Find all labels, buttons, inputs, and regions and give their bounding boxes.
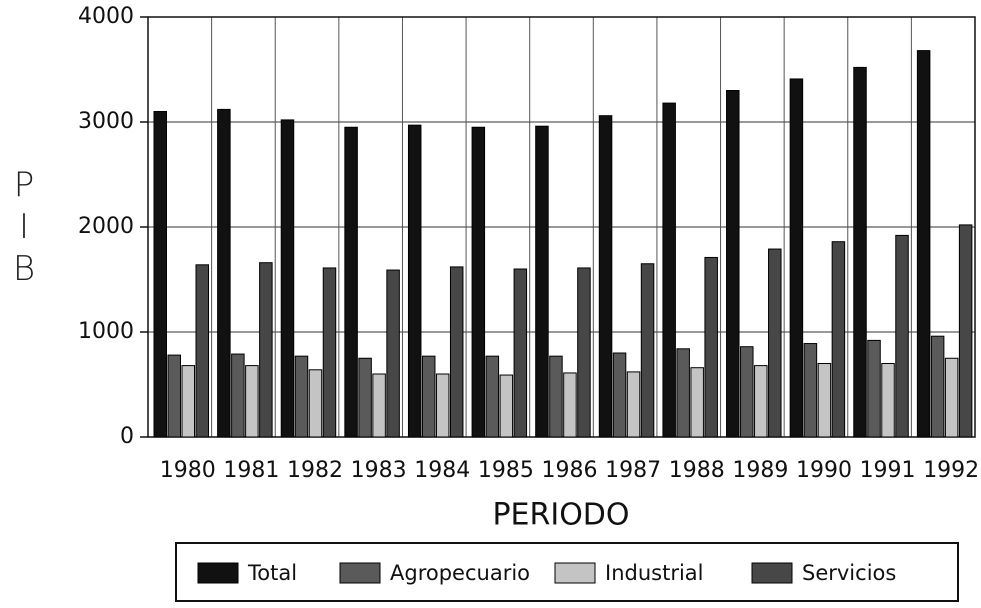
bar xyxy=(598,115,613,438)
legend-swatch xyxy=(554,562,596,584)
bar xyxy=(612,352,627,438)
bar xyxy=(881,363,895,438)
x-tick-label: 1980 xyxy=(160,458,216,483)
y-tick-label: 2000 xyxy=(78,214,134,239)
bar xyxy=(626,371,641,438)
x-axis-label: PERIODO xyxy=(492,498,629,533)
bar xyxy=(421,355,436,438)
bar xyxy=(640,263,655,438)
x-tick-label: 1992 xyxy=(923,458,979,483)
bar xyxy=(358,357,372,438)
bar xyxy=(817,363,832,438)
bar xyxy=(831,241,846,438)
bar xyxy=(803,343,818,438)
bar xyxy=(407,124,422,438)
bar xyxy=(895,234,909,438)
bar xyxy=(867,339,881,438)
bar xyxy=(704,256,718,438)
bar xyxy=(344,126,358,438)
x-tick-label: 1984 xyxy=(414,458,470,483)
bar xyxy=(386,269,400,438)
x-tick-label: 1985 xyxy=(478,458,534,483)
x-tick-label: 1988 xyxy=(669,458,725,483)
y-tick-label: 1000 xyxy=(78,319,134,344)
bar xyxy=(853,66,867,438)
y-tick-label: 0 xyxy=(120,424,134,449)
x-tick-label: 1986 xyxy=(542,458,598,483)
bar xyxy=(563,372,577,438)
bar xyxy=(372,373,386,438)
legend-swatch xyxy=(339,562,381,584)
x-tick-label: 1989 xyxy=(732,458,788,483)
bar xyxy=(294,355,309,438)
bar xyxy=(449,266,464,438)
bar xyxy=(676,348,690,438)
legend-label: Total xyxy=(247,561,297,585)
x-tick-label: 1987 xyxy=(605,458,661,483)
bar xyxy=(768,248,782,438)
x-tick-label: 1983 xyxy=(351,458,407,483)
bar xyxy=(322,267,337,438)
bar xyxy=(577,267,591,438)
bar xyxy=(195,264,209,438)
bar xyxy=(217,108,231,438)
legend-swatch xyxy=(751,562,793,584)
x-tick-label: 1981 xyxy=(223,458,279,483)
bar xyxy=(549,355,563,438)
bar xyxy=(153,111,167,438)
bar xyxy=(231,353,245,438)
bar xyxy=(930,335,945,438)
legend-label: Agropecuario xyxy=(390,561,530,585)
y-tick-label: 3000 xyxy=(78,109,134,134)
bar xyxy=(958,224,973,438)
bar xyxy=(726,90,740,438)
bar xyxy=(944,357,959,438)
bar xyxy=(740,346,754,438)
bar xyxy=(789,78,804,438)
bar xyxy=(471,126,486,438)
x-tick-label: 1991 xyxy=(860,458,916,483)
bar xyxy=(662,102,676,438)
legend-label: Industrial xyxy=(605,561,704,585)
x-tick-label: 1982 xyxy=(287,458,343,483)
y-axis-label: PIB xyxy=(4,165,44,291)
bar xyxy=(485,355,500,438)
bar xyxy=(513,268,528,438)
bar xyxy=(690,367,704,438)
bar xyxy=(245,365,259,438)
legend-label: Servicios xyxy=(802,561,896,585)
bar xyxy=(754,365,768,438)
bar xyxy=(535,125,549,438)
bar xyxy=(308,369,323,438)
bar xyxy=(499,374,514,438)
bar xyxy=(181,365,195,438)
legend-box xyxy=(175,542,959,602)
legend-swatch xyxy=(197,562,239,584)
bar xyxy=(167,354,181,438)
bar xyxy=(435,373,450,438)
x-tick-label: 1990 xyxy=(796,458,852,483)
bar xyxy=(916,50,931,438)
bar xyxy=(259,262,273,438)
y-tick-label: 4000 xyxy=(78,4,134,29)
bar xyxy=(280,119,295,438)
